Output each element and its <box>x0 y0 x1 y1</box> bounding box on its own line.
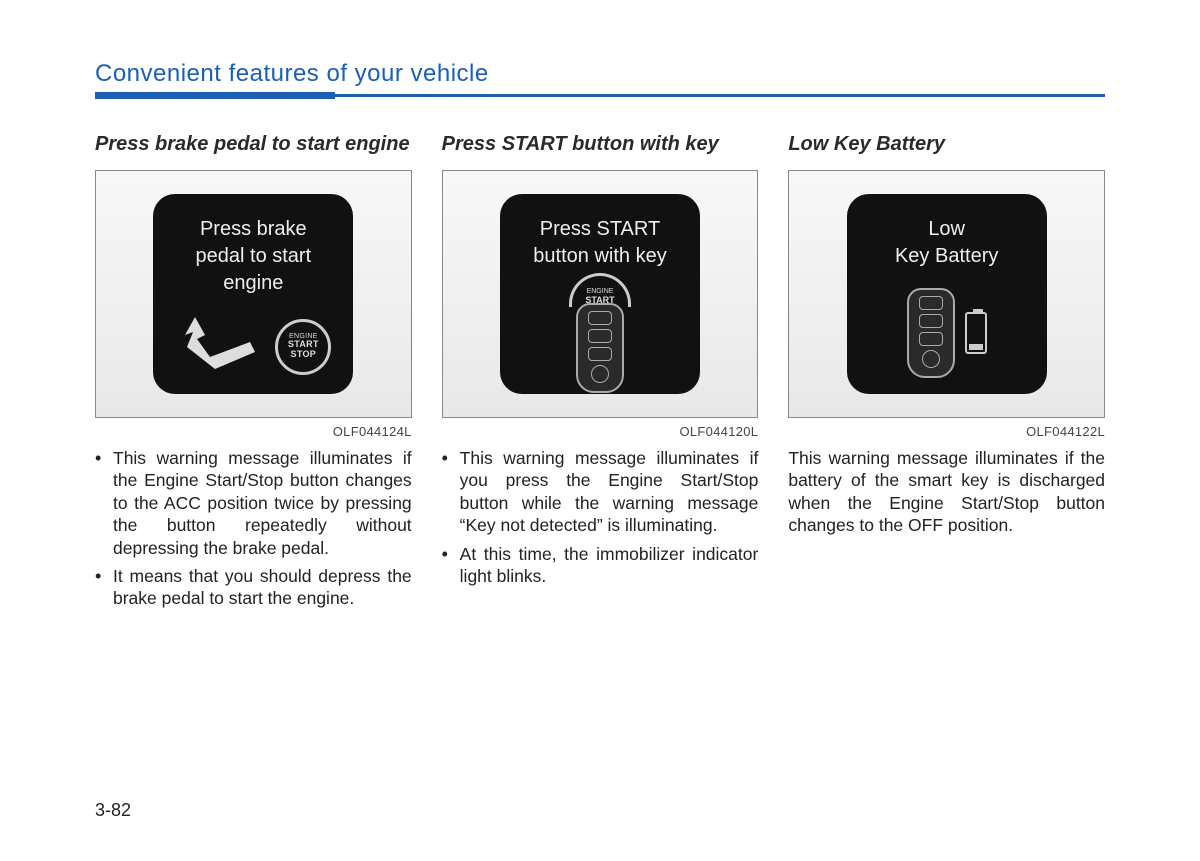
image-reference-code: OLF044122L <box>788 424 1105 439</box>
smart-key-icon <box>907 288 955 378</box>
engine-btn-label: ENGINE <box>587 288 614 295</box>
image-reference-code: OLF044120L <box>442 424 759 439</box>
key-button-icon <box>919 314 943 328</box>
display-line: Low <box>928 218 965 241</box>
display-line: Press START <box>540 218 660 241</box>
image-reference-code: OLF044124L <box>95 424 412 439</box>
display-line: button with key <box>533 245 666 268</box>
column-press-start-key: Press START button with key Press START … <box>442 133 759 616</box>
description-paragraph: This warning message illuminates if the … <box>788 447 1105 537</box>
page-number: 3-82 <box>95 800 131 821</box>
key-over-button-graphic: ENGINE START <box>500 272 700 394</box>
warning-display-frame: Press START button with key ENGINE START <box>442 170 759 418</box>
column-title: Press brake pedal to start engine <box>95 133 412 156</box>
warning-display: Press brake pedal to start engine ENGINE… <box>153 194 353 394</box>
column-title: Press START button with key <box>442 133 759 156</box>
list-item: This warning message illuminates if the … <box>95 447 412 559</box>
description-list: This warning message illuminates if the … <box>95 447 412 610</box>
description-list: This warning message illuminates if you … <box>442 447 759 587</box>
column-low-key-battery: Low Key Battery Low Key Battery OLF04412… <box>788 133 1105 616</box>
column-press-brake: Press brake pedal to start engine Press … <box>95 133 412 616</box>
warning-display: Press START button with key ENGINE START <box>500 194 700 394</box>
key-button-icon <box>588 311 612 325</box>
brake-pedal-icon <box>175 307 265 387</box>
key-button-icon <box>922 350 940 368</box>
display-line: Key Battery <box>895 245 998 268</box>
low-battery-icon <box>965 312 987 354</box>
list-item: At this time, the immobilizer indicator … <box>442 543 759 588</box>
display-line: engine <box>223 272 283 295</box>
smart-key-icon <box>576 303 624 393</box>
warning-display-frame: Low Key Battery <box>788 170 1105 418</box>
display-line: Press brake <box>200 218 307 241</box>
section-title: Convenient features of your vehicle <box>95 60 1105 88</box>
key-button-icon <box>919 332 943 346</box>
column-title: Low Key Battery <box>788 133 1105 156</box>
engine-start-stop-icon: ENGINE START STOP <box>275 319 331 375</box>
engine-btn-label: STOP <box>291 350 317 360</box>
list-item: This warning message illuminates if you … <box>442 447 759 537</box>
warning-display-frame: Press brake pedal to start engine ENGINE… <box>95 170 412 418</box>
warning-display: Low Key Battery <box>847 194 1047 394</box>
key-button-icon <box>588 347 612 361</box>
key-button-icon <box>588 329 612 343</box>
key-button-icon <box>919 296 943 310</box>
content-columns: Press brake pedal to start engine Press … <box>95 133 1105 616</box>
key-battery-graphic <box>847 272 1047 394</box>
pedal-graphic: ENGINE START STOP <box>153 299 353 394</box>
display-line: pedal to start <box>196 245 312 268</box>
list-item: It means that you should depress the bra… <box>95 565 412 610</box>
engine-start-half-icon: ENGINE START <box>569 273 631 307</box>
header-rule <box>95 94 1105 97</box>
key-button-icon <box>591 365 609 383</box>
